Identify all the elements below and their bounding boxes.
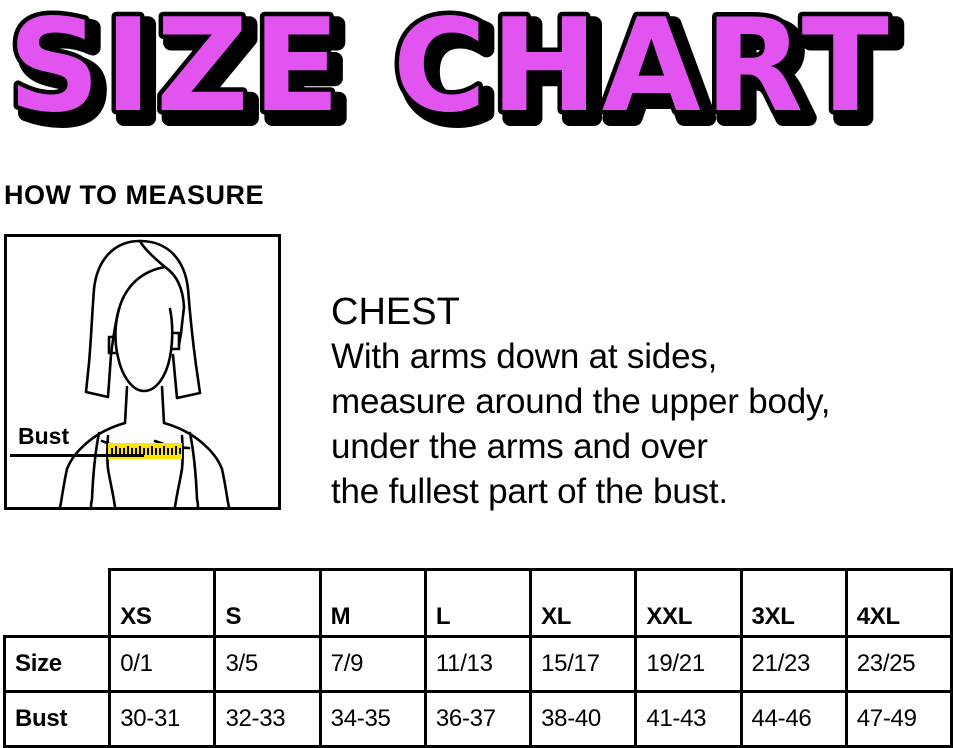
cell-bust-xxl: 41-43	[634, 690, 743, 748]
female-torso-figure	[58, 239, 231, 507]
cell-bust-4xl: 47-49	[844, 690, 953, 748]
cell-size-l: 11/13	[423, 635, 533, 693]
chest-line-2: measure around the upper body,	[331, 382, 831, 421]
table-header-xs: XS	[108, 568, 217, 638]
cell-bust-l: 36-37	[423, 690, 533, 748]
table-header-s: S	[213, 568, 322, 638]
table-header-xl: XL	[529, 568, 638, 638]
row-label-size: Size	[2, 635, 112, 693]
size-table: XS S M L XL XXL 3XL 4XL Size 0/1 3/5 7/9…	[2, 568, 953, 748]
table-corner-cell	[4, 569, 110, 637]
cell-size-m: 7/9	[318, 635, 427, 693]
cell-bust-3xl: 44-46	[739, 690, 848, 748]
cell-size-4xl: 23/25	[844, 635, 953, 693]
title-artwork: .ttl { font-family: "DejaVu Sans", sans-…	[4, 0, 905, 150]
chest-title: CHEST	[331, 291, 460, 333]
cell-bust-s: 32-33	[213, 690, 322, 748]
table-row: Size 0/1 3/5 7/9 11/13 15/17 19/21 21/23…	[2, 635, 953, 693]
table-header-xxl: XXL	[634, 568, 743, 638]
cell-size-s: 3/5	[213, 635, 322, 693]
title-shadow: SIZE CHART	[16, 0, 901, 149]
cell-bust-xs: 30-31	[108, 690, 217, 748]
cell-size-3xl: 21/23	[739, 635, 848, 693]
row-label-bust: Bust	[2, 690, 112, 748]
cell-bust-m: 34-35	[318, 690, 427, 748]
table-header-row: XS S M L XL XXL 3XL 4XL	[4, 568, 953, 638]
cell-size-xl: 15/17	[529, 635, 638, 693]
table-header-m: M	[318, 568, 427, 638]
how-to-measure-heading: HOW TO MEASURE	[4, 180, 265, 210]
table-header-4xl: 4XL	[844, 568, 953, 638]
cell-bust-xl: 38-40	[529, 690, 638, 748]
table-header-3xl: 3XL	[739, 568, 848, 638]
title-fill: SIZE CHART	[8, 0, 893, 141]
cell-size-xxl: 19/21	[634, 635, 743, 693]
chest-line-3: under the arms and over	[331, 427, 708, 466]
table-row: Bust 30-31 32-33 34-35 36-37 38-40 41-43…	[2, 690, 953, 748]
chest-description: CHEST With arms down at sides, measure a…	[331, 290, 941, 514]
page-title: .ttl { font-family: "DejaVu Sans", sans-…	[0, 0, 953, 150]
chest-line-1: With arms down at sides,	[331, 337, 718, 376]
measuring-tape	[108, 443, 182, 459]
table-header-l: L	[423, 568, 533, 638]
cell-size-xs: 0/1	[108, 635, 217, 693]
measurement-illustration	[4, 234, 281, 510]
chest-line-4: the fullest part of the bust.	[331, 472, 728, 511]
